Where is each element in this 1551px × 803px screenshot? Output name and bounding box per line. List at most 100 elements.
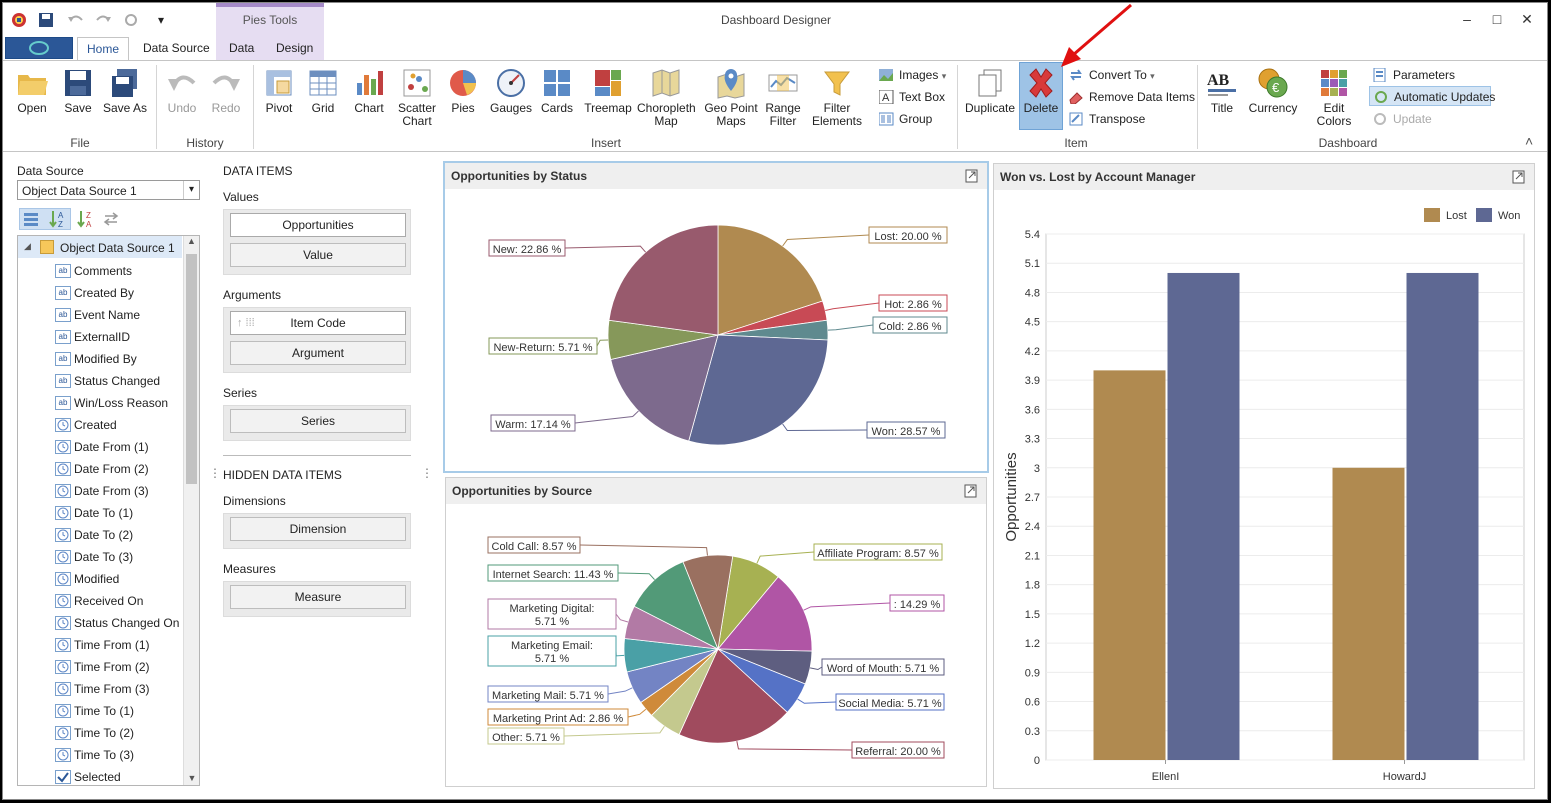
application-menu-button[interactable] (5, 37, 73, 59)
minimize-button[interactable]: – (1463, 11, 1471, 27)
redo-button[interactable]: Redo (205, 63, 247, 133)
field-item[interactable]: Selected (52, 766, 182, 785)
currency-button[interactable]: € Currency (1247, 63, 1299, 133)
item-code-item[interactable]: ↑ ⁞⁞⁞ Item Code (230, 311, 406, 335)
save-icon[interactable] (38, 12, 54, 28)
tab-data[interactable]: Data (229, 41, 255, 55)
field-item[interactable]: Date From (3) (52, 480, 182, 502)
delete-button[interactable]: Delete (1019, 62, 1063, 130)
gauges-button[interactable]: Gauges (489, 63, 533, 133)
scroll-up-icon[interactable]: ▲ (187, 236, 196, 246)
field-item[interactable]: Time To (1) (52, 700, 182, 722)
measure-placeholder[interactable]: Measure (230, 585, 406, 609)
cards-button[interactable]: Cards (537, 63, 577, 133)
scroll-thumb[interactable] (186, 254, 197, 484)
qat-dropdown-icon[interactable]: ▾ (158, 13, 165, 27)
pie-slice[interactable] (682, 554, 734, 651)
opportunities-item[interactable]: Opportunities (230, 213, 406, 237)
field-item[interactable]: Date From (1) (52, 436, 182, 458)
text-box-button[interactable]: A Text Box (879, 87, 945, 107)
field-item[interactable]: Date To (1) (52, 502, 182, 524)
tree-root-label[interactable]: Object Data Source 1 (60, 241, 175, 255)
refresh-icon[interactable] (123, 12, 139, 28)
automatic-updates-button[interactable]: Automatic Updates (1369, 86, 1495, 106)
undo-icon[interactable] (67, 12, 85, 28)
field-item[interactable]: Created (52, 414, 182, 436)
undo-button[interactable]: Undo (161, 63, 203, 133)
field-item[interactable]: ab Comments (52, 260, 182, 282)
parameters-button[interactable]: Parameters (1373, 65, 1455, 85)
sort-icon[interactable]: ↑ ⁞⁞⁞ (237, 317, 255, 329)
title-button[interactable]: AB Title (1203, 63, 1241, 133)
scroll-down-icon[interactable]: ▼ (187, 773, 197, 783)
pie-slice[interactable] (608, 224, 719, 336)
field-item[interactable]: Received On (52, 590, 182, 612)
convert-to-button[interactable]: Convert To ▾ (1069, 65, 1155, 85)
field-item[interactable]: ab Modified By (52, 348, 182, 370)
argument-placeholder[interactable]: Argument (230, 341, 406, 365)
dimension-placeholder[interactable]: Dimension (230, 517, 406, 541)
grid-button[interactable]: Grid (303, 63, 343, 133)
field-item[interactable]: ab ExternalID (52, 326, 182, 348)
save-button[interactable]: Save (57, 63, 99, 133)
field-item[interactable]: Time From (1) (52, 634, 182, 656)
tab-design[interactable]: Design (276, 41, 314, 55)
bar-lost[interactable] (1093, 370, 1166, 760)
pie-slice[interactable] (633, 561, 719, 650)
edit-colors-button[interactable]: Edit Colors (1305, 63, 1363, 133)
sort-ascending-icon[interactable]: AZ (49, 210, 67, 228)
choropleth-map-button[interactable]: Choropleth Map (637, 63, 696, 133)
transpose-button[interactable]: Transpose (1069, 109, 1145, 129)
sort-descending-icon[interactable]: ZA (77, 210, 95, 228)
export-icon[interactable] (964, 484, 978, 498)
bar-panel[interactable]: Won vs. Lost by Account Manager 0 0.3 0.6 0… (993, 163, 1535, 789)
export-icon[interactable] (1512, 170, 1526, 184)
tab-data-source[interactable]: Data Source (143, 41, 210, 55)
field-item[interactable]: Status Changed On (52, 612, 182, 634)
field-item[interactable]: Time From (3) (52, 678, 182, 700)
range-filter-button[interactable]: Range Filter (761, 63, 805, 133)
open-button[interactable]: Open (11, 63, 53, 133)
treemap-button[interactable]: Treemap (583, 63, 633, 133)
pie-panel-status[interactable]: Opportunities by Status Lost: 20.00 % Hot… (443, 161, 989, 473)
images-button[interactable]: Images ▾ (879, 65, 946, 85)
tab-home[interactable]: Home (77, 37, 129, 61)
series-placeholder[interactable]: Series (230, 409, 406, 433)
field-item[interactable]: Modified (52, 568, 182, 590)
duplicate-button[interactable]: Duplicate (963, 63, 1017, 133)
field-item[interactable]: Time To (2) (52, 722, 182, 744)
pie-slice[interactable] (610, 334, 719, 442)
pie-slice[interactable] (678, 648, 788, 744)
group-by-type-icon[interactable] (23, 211, 39, 227)
field-item[interactable]: ab Created By (52, 282, 182, 304)
swap-icon[interactable] (103, 212, 119, 226)
pies-button[interactable]: Pies (443, 63, 483, 133)
maximize-button[interactable]: □ (1492, 11, 1502, 27)
field-item[interactable]: ab Win/Loss Reason (52, 392, 182, 414)
field-item[interactable]: Date To (3) (52, 546, 182, 568)
field-item[interactable]: Time To (3) (52, 744, 182, 766)
remove-data-items-button[interactable]: Remove Data Items (1069, 87, 1195, 107)
bar-won[interactable] (1406, 272, 1479, 760)
export-icon[interactable] (965, 169, 979, 183)
field-item[interactable]: Date To (2) (52, 524, 182, 546)
data-source-select[interactable]: Object Data Source 1 ▾ (17, 180, 200, 200)
bar-won[interactable] (1167, 272, 1240, 760)
filter-elements-button[interactable]: Filter Elements (809, 63, 865, 133)
pie-panel-source[interactable]: Opportunities by Source Affiliate Progra… (445, 477, 987, 787)
redo-icon[interactable] (94, 12, 112, 28)
pie-slice[interactable] (717, 224, 824, 336)
pie-slice[interactable] (688, 334, 829, 446)
group-button[interactable]: Group (879, 109, 932, 129)
geo-point-maps-button[interactable]: Geo Point Maps (703, 63, 759, 133)
chart-button[interactable]: Chart (349, 63, 389, 133)
update-button[interactable]: Update (1373, 109, 1432, 129)
bar-lost[interactable] (1332, 467, 1405, 760)
field-item[interactable]: Time From (2) (52, 656, 182, 678)
pie-slice[interactable] (717, 576, 813, 652)
pivot-button[interactable]: Pivot (259, 63, 299, 133)
scatter-chart-button[interactable]: Scatter Chart (395, 63, 439, 133)
splitter-handle-icon[interactable]: ⋮ (421, 466, 433, 480)
splitter-handle-icon[interactable]: ⋮ (209, 466, 221, 480)
expand-icon[interactable]: ◢ (24, 241, 31, 251)
